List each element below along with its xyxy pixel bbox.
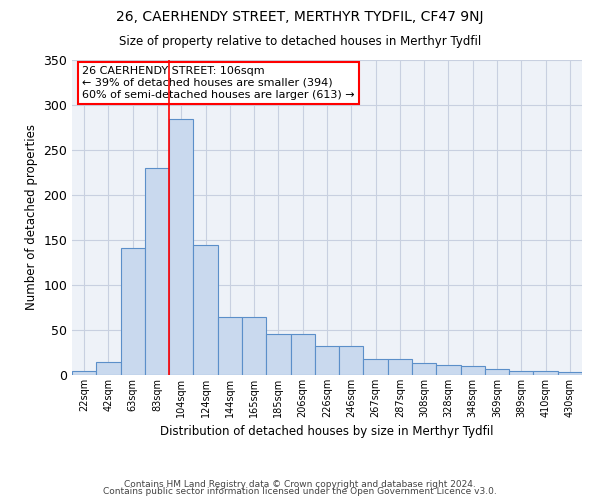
Bar [96,362,121,375]
Text: 26, CAERHENDY STREET, MERTHYR TYDFIL, CF47 9NJ: 26, CAERHENDY STREET, MERTHYR TYDFIL, CF… [116,10,484,24]
Bar [315,346,339,375]
Text: 26 CAERHENDY STREET: 106sqm
← 39% of detached houses are smaller (394)
60% of se: 26 CAERHENDY STREET: 106sqm ← 39% of det… [82,66,355,100]
Bar [290,334,315,375]
Bar [558,372,582,375]
Bar [339,346,364,375]
Bar [509,370,533,375]
Bar [533,372,558,375]
Bar [388,359,412,375]
Bar [364,359,388,375]
Bar [461,366,485,375]
Bar [412,364,436,375]
Bar [72,370,96,375]
Bar [266,334,290,375]
Text: Size of property relative to detached houses in Merthyr Tydfil: Size of property relative to detached ho… [119,35,481,48]
Bar [242,316,266,375]
Bar [121,248,145,375]
Bar [169,118,193,375]
Bar [145,168,169,375]
Text: Contains HM Land Registry data © Crown copyright and database right 2024.: Contains HM Land Registry data © Crown c… [124,480,476,489]
Bar [485,368,509,375]
Bar [193,244,218,375]
Text: Contains public sector information licensed under the Open Government Licence v3: Contains public sector information licen… [103,487,497,496]
Bar [218,316,242,375]
Bar [436,365,461,375]
X-axis label: Distribution of detached houses by size in Merthyr Tydfil: Distribution of detached houses by size … [160,426,494,438]
Y-axis label: Number of detached properties: Number of detached properties [25,124,38,310]
